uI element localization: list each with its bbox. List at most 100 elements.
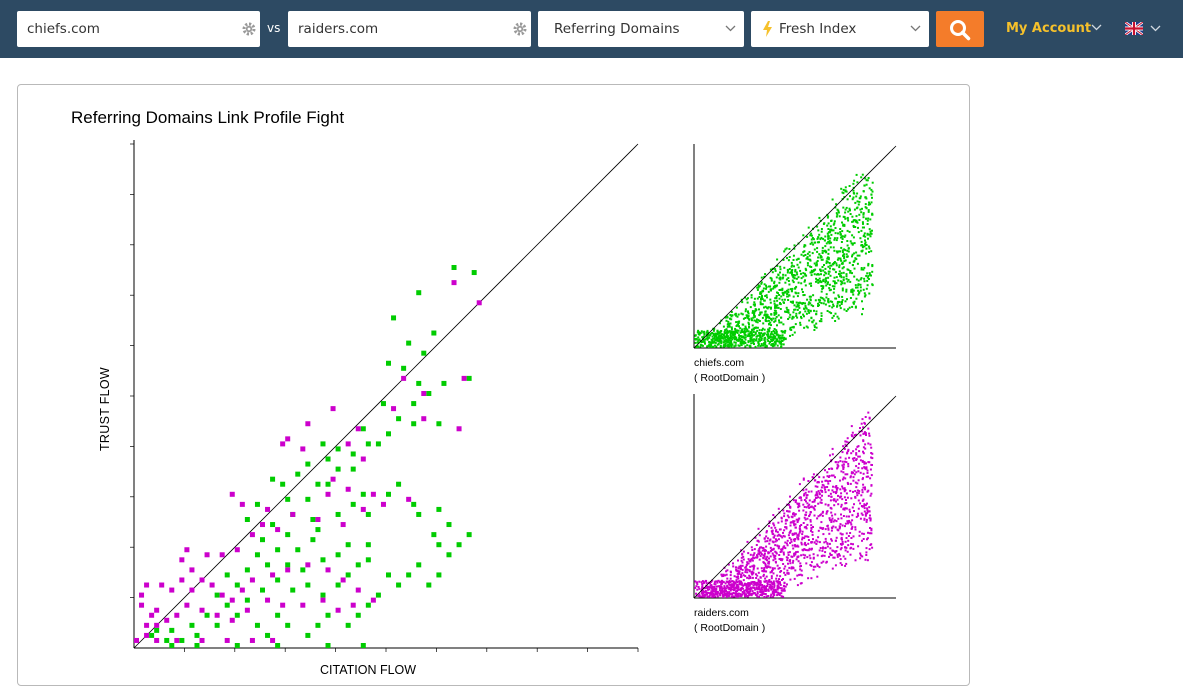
data-point [852,192,855,194]
data-point [817,481,820,484]
chevron-down-icon[interactable] [1091,24,1102,31]
data-point [350,466,356,472]
data-point [814,494,817,497]
chevron-down-icon[interactable] [1150,25,1161,32]
data-point [851,431,854,434]
data-point [711,586,714,589]
data-point [829,480,832,482]
data-point [852,436,855,439]
data-point [727,582,730,585]
data-point [260,537,265,543]
data-point [853,252,856,255]
data-point [828,305,831,308]
data-point [790,265,793,268]
data-point [841,540,844,543]
raiders-caption-type: ( RootDomain ) [694,622,766,634]
data-point [714,580,717,583]
data-point [765,589,768,592]
data-point [703,581,706,584]
data-point [779,557,782,560]
data-point [827,235,830,238]
domain-input-1[interactable]: chiefs.com [17,11,260,47]
data-point [793,577,796,580]
data-point [822,285,825,288]
data-point [770,588,773,591]
data-point [833,280,836,283]
gear-icon[interactable] [241,21,257,37]
data-point [863,234,865,237]
data-point [863,466,866,469]
data-point [714,341,717,344]
data-point [833,249,836,252]
data-point [706,329,709,332]
data-point [812,557,815,560]
data-point [699,595,702,598]
data-point [783,336,785,339]
data-point [780,570,783,572]
data-point [843,216,846,218]
data-point [776,564,779,567]
data-point [757,580,760,582]
data-point [849,195,851,198]
data-point [743,340,746,343]
index-select[interactable]: Fresh Index [751,11,929,47]
data-point [706,593,708,596]
my-account-menu[interactable]: My Account [1006,21,1092,36]
data-point [828,311,831,314]
data-point [840,505,843,508]
data-point [822,476,825,479]
data-point [863,184,866,187]
data-point [712,593,715,595]
data-point [775,312,777,315]
data-point [792,276,795,279]
data-point [800,569,803,572]
data-point [827,237,830,240]
data-point [796,303,799,306]
data-point [725,595,728,598]
data-point [729,317,731,320]
data-point [701,583,704,586]
data-point [834,539,837,542]
data-point [827,489,830,492]
data-point [757,344,760,347]
data-point [868,228,871,231]
search-button[interactable] [936,11,984,47]
data-point [750,582,752,585]
data-point [786,271,789,274]
data-point [841,295,844,298]
data-point [757,527,760,530]
data-point [838,527,841,530]
data-point [859,278,862,281]
data-point [735,566,738,569]
data-point [754,536,757,539]
data-point [840,246,843,249]
data-point [733,331,736,334]
data-point [821,549,824,552]
data-point [737,567,740,570]
data-point [851,255,853,258]
data-point [740,556,743,559]
mode-select[interactable]: Referring Domains [538,11,744,47]
data-point [763,568,766,571]
data-point [771,592,774,595]
domain-input-2[interactable]: raiders.com [288,11,531,47]
data-point [707,334,710,337]
data-point [715,345,718,348]
data-point [792,259,795,261]
data-point [814,299,817,302]
data-point [320,557,326,563]
data-point [793,277,796,280]
data-point [842,471,845,474]
data-point [421,416,427,422]
gear-icon[interactable] [512,21,528,37]
data-point [786,308,789,311]
data-point [763,299,766,302]
data-point [730,344,733,347]
data-point [777,586,780,589]
uk-flag-icon[interactable] [1125,22,1143,35]
data-point [779,528,782,531]
data-point [694,341,697,344]
data-point [837,279,840,282]
data-point [711,335,714,338]
data-point [340,577,346,583]
